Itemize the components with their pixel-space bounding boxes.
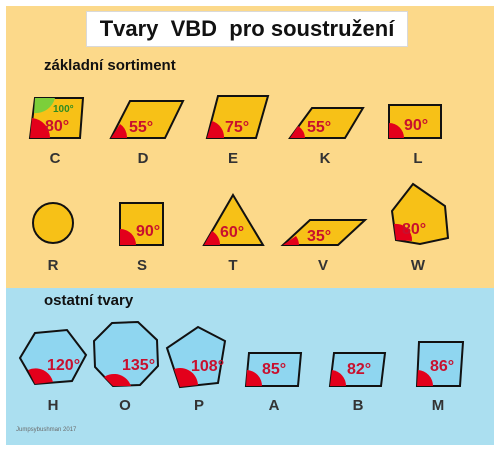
insert-t-angle-marker: [204, 231, 221, 245]
insert-w-angle-marker: [394, 223, 413, 241]
insert-h: 120° H: [18, 328, 88, 414]
author-credit: Jumpsybushman 2017: [16, 427, 77, 433]
insert-p-angle-marker: [174, 367, 198, 387]
insert-a-label: A: [269, 397, 280, 414]
insert-o: 135° O: [92, 320, 160, 414]
insert-t-label: T: [228, 257, 237, 274]
insert-l: 90° L: [388, 104, 442, 167]
insert-e-label: E: [228, 150, 238, 167]
insert-b-angle-marker: [330, 370, 347, 386]
insert-o-label: O: [119, 397, 131, 414]
insert-m: 86° M: [415, 341, 465, 414]
insert-e-angle-marker: [207, 121, 225, 138]
insert-h-label: H: [48, 397, 59, 414]
insert-w: 80° W: [390, 182, 450, 274]
insert-b: 82° B: [328, 352, 387, 414]
insert-s: 90° S: [119, 202, 164, 274]
insert-c-angle2-marker: [34, 98, 55, 114]
insert-a-angle: 85°: [262, 361, 286, 378]
insert-c-angle: 80°: [45, 118, 69, 135]
insert-b-angle: 82°: [347, 361, 371, 378]
insert-d-angle: 55°: [129, 119, 153, 136]
insert-o-angle: 135°: [122, 357, 155, 374]
insert-k: 55° K: [288, 107, 365, 167]
insert-r-label: R: [48, 257, 59, 274]
insert-p-label: P: [194, 397, 204, 414]
insert-k-angle: 55°: [307, 119, 331, 136]
insert-c-angle-marker: [30, 118, 51, 138]
insert-r-body: [32, 202, 74, 244]
insert-c-angle2: 100°: [53, 104, 74, 115]
insert-l-label: L: [413, 150, 422, 167]
insert-h-angle-marker: [28, 368, 53, 384]
insert-l-angle-marker: [389, 123, 404, 138]
insert-k-label: K: [320, 150, 331, 167]
insert-v-label: V: [318, 257, 328, 274]
insert-t-angle: 60°: [220, 224, 244, 241]
insert-e-body: [205, 95, 270, 139]
insert-p: 108° P: [165, 325, 227, 414]
insert-s-angle: 90°: [136, 223, 160, 240]
insert-d: 55° D: [109, 100, 185, 167]
insert-k-angle-marker: [290, 126, 305, 138]
insert-r: R: [32, 202, 74, 274]
insert-d-body: [109, 100, 185, 139]
insert-e: 75° E: [205, 95, 270, 167]
insert-m-label: M: [432, 397, 445, 414]
section-title-basic: základní sortiment: [44, 57, 176, 74]
insert-v-angle: 35°: [307, 228, 331, 245]
insert-o-angle-marker: [104, 373, 131, 386]
insert-l-angle: 90°: [404, 117, 428, 134]
insert-s-angle-marker: [120, 229, 136, 245]
insert-b-label: B: [353, 397, 364, 414]
insert-t-body: [202, 193, 265, 246]
insert-c: 80° 100° C: [28, 97, 85, 167]
insert-h-angle: 120°: [47, 357, 80, 374]
insert-w-label: W: [411, 257, 426, 274]
insert-t: 60° T: [202, 193, 265, 274]
insert-m-angle-marker: [417, 370, 434, 386]
insert-c-label: C: [50, 150, 61, 167]
insert-o-body: [92, 320, 160, 388]
insert-s-label: S: [137, 257, 147, 274]
insert-w-angle: 80°: [402, 221, 426, 238]
insert-v-angle-marker: [283, 236, 299, 245]
insert-v: 35° V: [280, 219, 368, 274]
insert-d-angle-marker: [111, 124, 128, 138]
insert-m-angle: 86°: [430, 358, 454, 375]
section-title-other: ostatní tvary: [44, 292, 134, 309]
page-title: Tvary VBD pro soustružení: [86, 11, 408, 47]
insert-a: 85° A: [244, 352, 303, 414]
insert-a-angle-marker: [246, 370, 263, 386]
insert-p-angle: 108°: [191, 358, 224, 375]
insert-e-angle: 75°: [225, 119, 249, 136]
insert-d-label: D: [138, 150, 149, 167]
